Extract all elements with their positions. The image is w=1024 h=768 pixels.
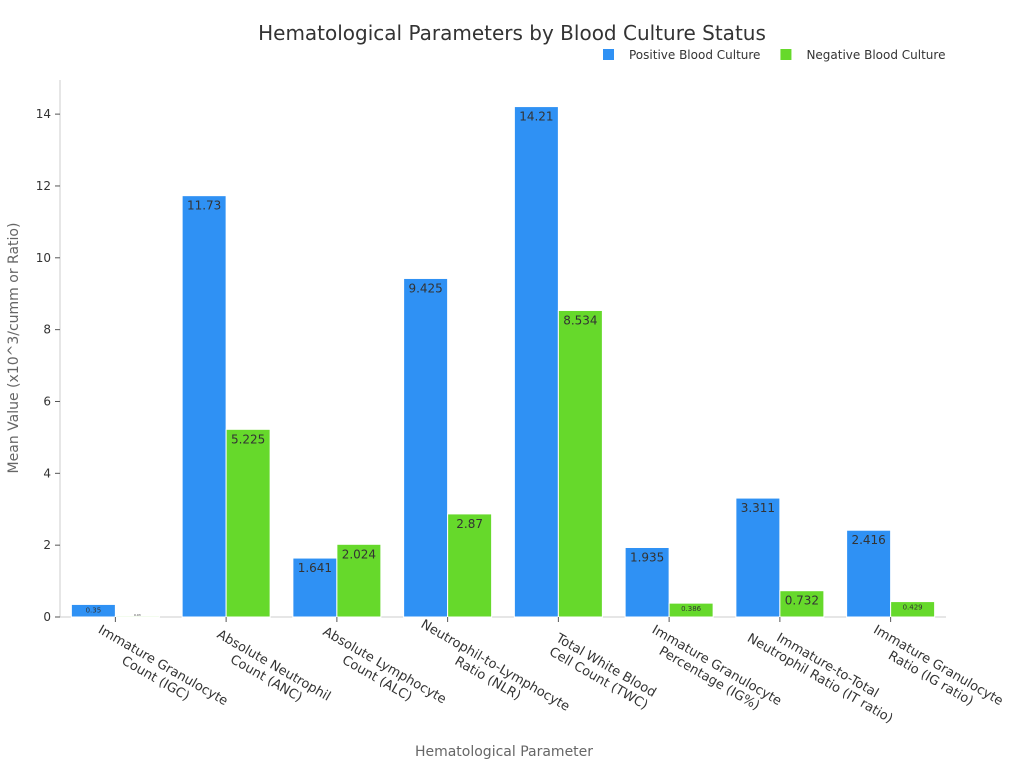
bar	[447, 513, 493, 618]
y-axis-title: Mean Value (x10^3/cumm or Ratio)	[6, 223, 22, 474]
legend-swatch	[780, 49, 792, 60]
value-label: 0.35	[86, 606, 102, 614]
value-label: 14.21	[519, 110, 553, 124]
value-label: 1.935	[630, 550, 664, 564]
y-tick-label: 6	[43, 394, 51, 408]
legend-label: Negative Blood Culture	[806, 48, 945, 62]
legend-label: Positive Blood Culture	[629, 48, 760, 62]
y-tick-label: 8	[43, 323, 51, 337]
value-label: 2.416	[851, 533, 885, 547]
bar	[779, 590, 825, 618]
bar	[668, 602, 714, 618]
legend-swatch	[603, 49, 614, 60]
x-tick-label: Immature Granulocyte	[649, 623, 784, 710]
x-tick-label: Neutrophil Ratio (IT ratio)	[744, 631, 895, 727]
value-label: 3.311	[741, 501, 775, 515]
bar	[513, 106, 559, 618]
value-label: 0.03	[134, 613, 141, 617]
value-label: 2.87	[456, 517, 483, 531]
x-axis-title: Hematological Parameter	[415, 744, 593, 760]
bar	[70, 603, 116, 618]
value-label: 5.225	[231, 432, 265, 446]
value-label: 1.641	[298, 561, 332, 575]
x-tick-label: Immature Granulocyte	[871, 623, 1006, 710]
bar	[403, 277, 449, 618]
y-tick-label: 0	[43, 610, 51, 624]
y-tick-label: 4	[43, 466, 51, 480]
bar	[225, 428, 271, 618]
bar	[890, 601, 936, 618]
bar	[114, 615, 160, 618]
bar	[735, 497, 781, 618]
y-tick-label: 12	[36, 179, 51, 193]
bar	[846, 529, 892, 618]
value-label: 2.024	[342, 547, 376, 561]
value-label: 0.732	[785, 594, 819, 608]
bar	[292, 557, 338, 618]
bar	[624, 546, 670, 618]
bar	[557, 309, 603, 618]
bar	[336, 543, 382, 618]
y-tick-label: 2	[43, 538, 51, 552]
value-label: 8.534	[563, 313, 597, 327]
x-tick-label: Immature Granulocyte	[95, 623, 230, 710]
value-label: 0.429	[903, 604, 923, 612]
y-tick-label: 14	[36, 107, 51, 121]
value-label: 11.73	[187, 199, 221, 213]
chart-title: Hematological Parameters by Blood Cultur…	[258, 21, 766, 45]
y-tick-label: 10	[36, 251, 51, 265]
value-label: 0.386	[681, 605, 702, 613]
value-label: 9.425	[408, 281, 442, 295]
bar	[181, 195, 227, 618]
